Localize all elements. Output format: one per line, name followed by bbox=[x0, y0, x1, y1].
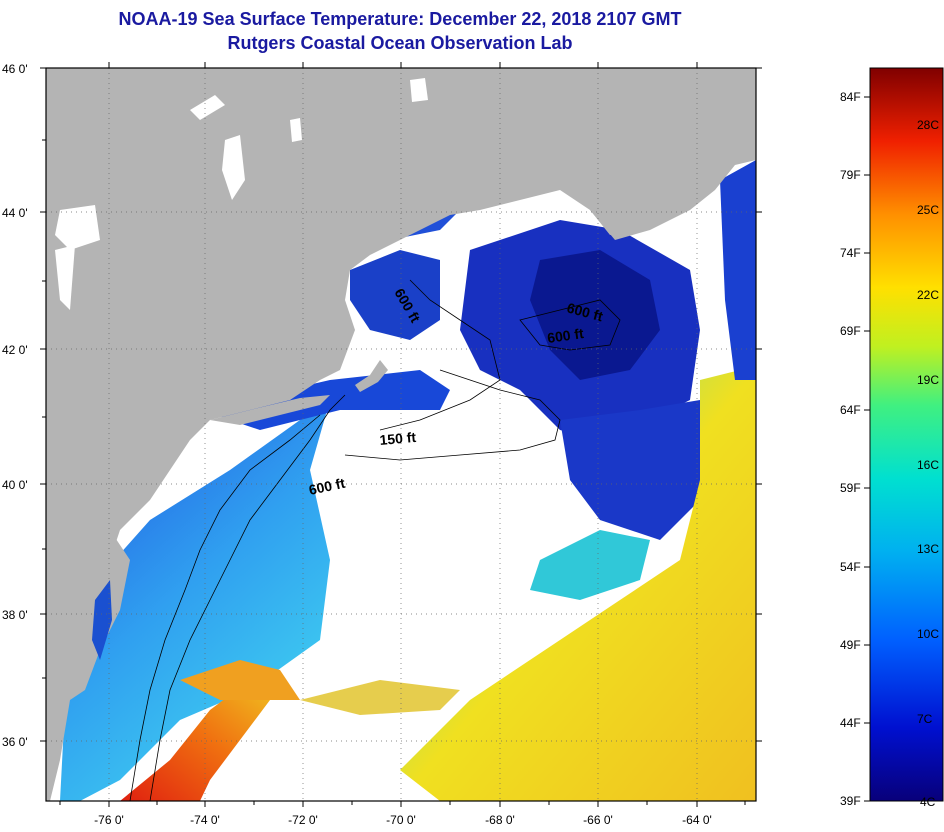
fahrenheit-label: 64F bbox=[840, 403, 861, 417]
colorbar-ticks bbox=[864, 96, 870, 802]
fahrenheit-label: 74F bbox=[840, 246, 861, 260]
gulf-of-maine-sst bbox=[350, 250, 440, 340]
celsius-label: 4C bbox=[920, 795, 936, 809]
slope-sea-sst bbox=[400, 370, 756, 801]
fahrenheit-label: 84F bbox=[840, 90, 861, 104]
fahrenheit-label: 69F bbox=[840, 324, 861, 338]
lon-label: -68 0' bbox=[485, 813, 515, 827]
lon-label: -66 0' bbox=[583, 813, 613, 827]
axis-ticks bbox=[40, 62, 762, 807]
depth-label: 600 ft bbox=[546, 325, 585, 346]
lake bbox=[290, 118, 302, 142]
temperature-colorbar bbox=[869, 67, 944, 802]
warm-eddy-sst bbox=[530, 530, 650, 600]
lon-label: -72 0' bbox=[288, 813, 318, 827]
lat-label: 36 0' bbox=[2, 735, 28, 749]
celsius-label: 13C bbox=[917, 542, 939, 556]
shelf-water-sst bbox=[60, 400, 330, 801]
lat-label: 40 0' bbox=[2, 478, 28, 492]
celsius-label: 22C bbox=[917, 288, 939, 302]
lon-label: -70 0' bbox=[386, 813, 416, 827]
cold-water-core-sst bbox=[530, 250, 660, 380]
nova-scotia-shelf-sst bbox=[720, 160, 756, 380]
lake bbox=[55, 245, 75, 310]
celsius-label: 25C bbox=[917, 203, 939, 217]
lake bbox=[410, 78, 428, 102]
lat-label: 38 0' bbox=[2, 608, 28, 622]
celsius-label: 28C bbox=[917, 118, 939, 132]
warm-filament-sst bbox=[300, 680, 460, 715]
fahrenheit-label: 39F bbox=[840, 794, 861, 808]
fahrenheit-label: 79F bbox=[840, 168, 861, 182]
graticule bbox=[46, 68, 756, 801]
map-title: NOAA-19 Sea Surface Temperature: Decembe… bbox=[118, 9, 682, 29]
fahrenheit-label: 54F bbox=[840, 560, 861, 574]
lake bbox=[222, 135, 245, 200]
lat-label: 42 0' bbox=[2, 343, 28, 357]
fahrenheit-label: 49F bbox=[840, 638, 861, 652]
celsius-label: 10C bbox=[917, 627, 939, 641]
lon-label: -74 0' bbox=[190, 813, 220, 827]
gulf-stream-sst bbox=[120, 680, 270, 801]
fahrenheit-label: 59F bbox=[840, 481, 861, 495]
fahrenheit-label: 44F bbox=[840, 716, 861, 730]
basin-contour bbox=[519, 299, 621, 351]
long-island-land bbox=[210, 395, 330, 425]
depth-label: 150 ft bbox=[379, 429, 417, 448]
gulf-stream-meander-sst bbox=[180, 660, 300, 700]
north-america-land bbox=[46, 68, 756, 801]
bathymetry-contour-600ft bbox=[149, 394, 346, 801]
lon-label: -76 0' bbox=[94, 813, 124, 827]
map-subtitle: Rutgers Coastal Ocean Observation Lab bbox=[227, 33, 573, 53]
georges-bank-contour bbox=[344, 369, 561, 461]
gulf-of-maine-contour bbox=[379, 279, 501, 431]
chesapeake-bay-sst bbox=[92, 580, 112, 660]
lake bbox=[55, 205, 100, 250]
bathymetry-contour-150ft bbox=[129, 414, 321, 801]
cape-cod-land bbox=[355, 360, 388, 392]
depth-label: 600 ft bbox=[307, 475, 346, 498]
celsius-label: 19C bbox=[917, 373, 939, 387]
nova-scotia-land bbox=[590, 110, 756, 240]
celsius-label: 7C bbox=[917, 712, 933, 726]
lat-label: 46 0' bbox=[2, 62, 28, 76]
scotian-slope-sst bbox=[560, 400, 720, 540]
lon-label: -64 0' bbox=[682, 813, 712, 827]
lat-label: 44 0' bbox=[2, 206, 28, 220]
celsius-label: 16C bbox=[917, 458, 939, 472]
lake bbox=[190, 95, 225, 120]
